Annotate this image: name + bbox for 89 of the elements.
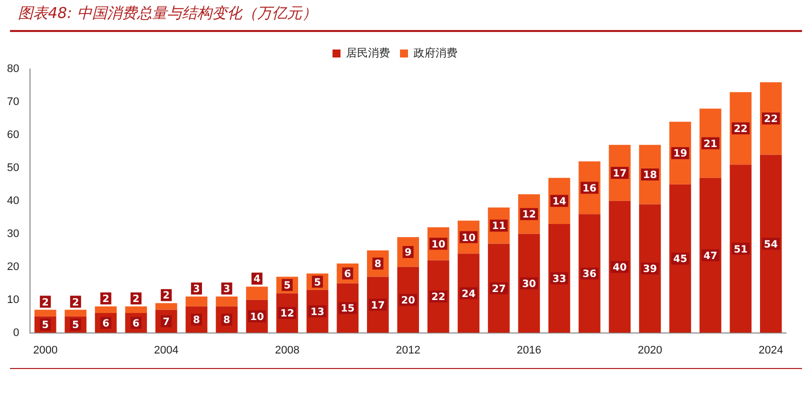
data-label: 12 [522, 210, 536, 221]
data-label: 10 [250, 312, 264, 323]
data-label: 7 [162, 316, 170, 328]
legend-label: 居民消费 [346, 46, 390, 60]
bar [34, 310, 56, 316]
data-label: 54 [764, 239, 778, 250]
data-label: 22 [431, 292, 446, 304]
data-label: 9 [404, 248, 412, 259]
y-tick-label: 50 [6, 162, 20, 174]
bar [94, 306, 117, 314]
bar [578, 214, 600, 333]
data-label: 10 [462, 232, 476, 244]
x-tick-label: 2004 [154, 344, 179, 356]
data-label: 13 [310, 306, 324, 318]
data-label: 4 [253, 274, 260, 286]
data-label: 27 [492, 284, 506, 295]
y-tick-label: 0 [13, 326, 20, 339]
data-label: 2 [132, 294, 140, 306]
data-label: 2 [162, 290, 170, 302]
data-label: 30 [522, 278, 536, 290]
data-label: 5 [314, 277, 321, 288]
bar [216, 296, 238, 306]
bar [518, 234, 540, 333]
x-tick-label: 2000 [33, 344, 58, 356]
data-label: 5 [42, 320, 49, 332]
data-label: 22 [764, 114, 778, 126]
data-label: 15 [340, 304, 355, 315]
data-label: 3 [223, 284, 230, 296]
bar [125, 306, 147, 314]
data-label: 6 [344, 269, 352, 280]
data-label: 5 [72, 320, 80, 332]
data-label: 6 [102, 318, 110, 330]
bar [155, 303, 178, 310]
data-label: 36 [582, 269, 596, 280]
x-tick-label: 2012 [396, 344, 420, 356]
bar [639, 204, 661, 333]
bar [548, 224, 570, 333]
data-label: 8 [374, 259, 382, 270]
data-label: 11 [492, 221, 506, 232]
y-tick-label: 40 [6, 194, 20, 207]
data-label: 45 [673, 254, 688, 266]
x-tick-label: 2024 [758, 344, 784, 356]
bar [488, 244, 510, 333]
bar [458, 254, 480, 333]
data-label: 2 [42, 297, 49, 308]
x-tick-label: 2020 [638, 344, 662, 356]
data-label: 18 [643, 170, 657, 182]
y-tick-label: 70 [6, 96, 20, 108]
y-tick-label: 60 [6, 128, 20, 141]
data-label: 19 [673, 148, 688, 160]
data-label: 17 [370, 300, 385, 312]
data-label: 3 [193, 284, 200, 296]
legend-label: 政府消费 [414, 46, 458, 60]
x-tick-label: 2008 [274, 344, 300, 356]
data-label: 2 [102, 294, 110, 306]
data-label: 39 [643, 264, 657, 276]
y-tick-label: 30 [6, 228, 20, 240]
bar [760, 154, 782, 333]
data-label: 17 [612, 168, 627, 180]
data-label: 20 [401, 295, 416, 306]
y-tick-label: 20 [6, 260, 20, 273]
x-tick-label: 2016 [516, 344, 542, 356]
bar [700, 178, 722, 333]
bar [246, 286, 268, 300]
data-label: 47 [703, 250, 718, 262]
y-tick-label: 80 [6, 63, 20, 76]
data-label: 10 [431, 239, 446, 250]
chart-title: 图表48: 中国消费总量与结构变化（万亿元） [18, 4, 317, 23]
data-label: 2 [72, 297, 80, 308]
bar [730, 164, 752, 333]
data-label: 16 [582, 183, 596, 194]
data-label: 6 [132, 318, 140, 330]
bar [669, 184, 692, 333]
data-label: 40 [612, 262, 627, 274]
data-label: 24 [462, 288, 476, 300]
bar [760, 82, 782, 155]
data-label: 21 [703, 138, 718, 150]
bar [186, 296, 208, 306]
data-label: 22 [734, 124, 748, 135]
bar [608, 200, 631, 333]
bar [64, 310, 86, 316]
data-label: 8 [223, 315, 230, 326]
data-label: 14 [552, 196, 566, 208]
data-label: 5 [284, 280, 291, 292]
y-tick-label: 10 [6, 294, 20, 306]
data-label: 33 [552, 274, 566, 285]
data-label: 12 [280, 308, 294, 320]
data-label: 51 [734, 244, 748, 256]
data-label: 8 [193, 315, 200, 326]
